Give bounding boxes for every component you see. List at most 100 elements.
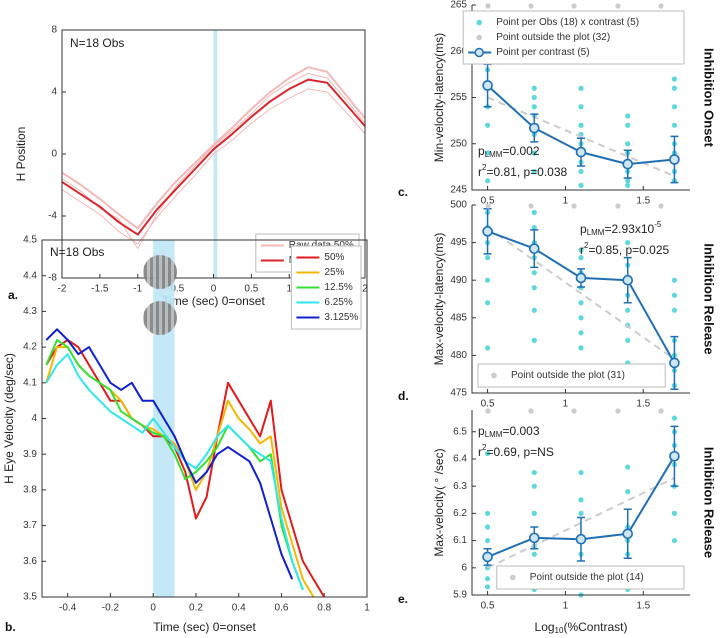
obs-point: [578, 255, 584, 261]
side-label: Inhibition Onset: [702, 48, 717, 148]
outside-point: [528, 408, 534, 414]
obs-point: [484, 510, 491, 516]
annotation-part: r: [580, 243, 584, 257]
x-tick-label: 0.4: [232, 603, 246, 614]
mean-point: [528, 532, 540, 544]
obs-point: [484, 576, 491, 582]
obs-point: [484, 122, 491, 128]
y-tick-label: 3.5: [23, 592, 37, 603]
series-line: [45, 353, 304, 591]
obs-point: [484, 345, 491, 351]
obs-point: [671, 537, 678, 544]
y-tick-label: -8: [48, 273, 57, 284]
mean-point: [482, 226, 493, 237]
outside-point: [658, 3, 664, 9]
x-tick-label: -1.5: [91, 284, 109, 295]
x-tick-label: 1: [364, 603, 370, 614]
mean-point: [528, 243, 540, 254]
side-label: Inhibition Release: [702, 243, 717, 354]
y-axis-label: Max-velocity( ° /sec): [432, 448, 446, 556]
obs-point: [531, 224, 537, 231]
axes-lines: [471, 410, 690, 596]
obs-point: [578, 315, 584, 321]
y-axis-label: H Eye Velocity (deg/sec): [2, 353, 16, 484]
obs-point: [625, 141, 631, 147]
outside-point: [571, 3, 577, 9]
obs-point: [484, 450, 491, 457]
obs-point: [671, 307, 678, 313]
legend-swatch: [510, 574, 516, 581]
obs-point: [625, 178, 631, 184]
obs-point: [578, 510, 584, 516]
y-tick-label: 495: [450, 237, 467, 248]
obs-point: [578, 300, 584, 306]
x-axis-label: Log10(%Contrast): [535, 620, 628, 635]
outside-point: [528, 203, 534, 209]
y-tick-label: 6.3: [453, 481, 467, 492]
legend-label: Point outside the plot (14): [530, 572, 644, 583]
obs-point: [484, 178, 491, 184]
obs-point: [625, 113, 631, 119]
obs-point: [625, 337, 631, 343]
x-tick-label: 1.5: [636, 399, 650, 410]
obs-point: [531, 209, 537, 216]
series-line: [45, 339, 304, 591]
annotation-part: p: [478, 424, 485, 438]
obs-point: [625, 307, 631, 313]
annotation-part: p: [478, 144, 485, 158]
obs-point: [484, 277, 491, 283]
annotation-part: =2.93x10: [604, 222, 654, 236]
obs-point: [484, 584, 491, 590]
y-tick-label: 500: [450, 200, 467, 211]
y-tick-label: 265: [450, 0, 467, 11]
x-tick-label: 0.6: [275, 603, 289, 614]
y-tick-label: 6.5: [453, 426, 467, 437]
trend-line: [487, 226, 675, 361]
x-axis-label: Time (sec) 0=onset: [153, 620, 256, 634]
obs-point: [671, 510, 678, 516]
legend-label: 12.5%: [324, 282, 352, 293]
x-tick-label: 0.5: [481, 399, 495, 410]
x-tick-label: -2: [58, 284, 67, 295]
legend-label: 3.125%: [324, 312, 358, 323]
mean-point: [482, 551, 493, 563]
outside-point: [485, 3, 491, 9]
mean-point: [669, 450, 680, 462]
obs-point: [531, 104, 537, 110]
y-tick-label: 3.7: [23, 520, 37, 531]
panel-letter: a.: [8, 288, 18, 302]
obs-point: [625, 489, 631, 495]
obs-point: [578, 168, 584, 175]
annotation: r2=0.69, p=NS: [478, 443, 554, 459]
obs-point: [578, 182, 584, 188]
grating-icon: [143, 301, 177, 335]
annotation-part: p: [580, 222, 587, 236]
x-tick-label: 1.5: [636, 196, 650, 207]
obs-point: [671, 85, 678, 91]
annotation: pLMM=0.003: [478, 424, 540, 439]
obs-point: [578, 104, 584, 110]
legend-label: 25%: [324, 267, 344, 278]
y-tick-label: 3.6: [23, 556, 37, 567]
x-tick-label: 0.5: [244, 284, 258, 295]
x-tick-label: 2: [362, 284, 368, 295]
series-line: [45, 328, 294, 580]
legend-swatch: [491, 372, 497, 379]
x-axis-label-part: 10: [555, 626, 564, 635]
y-tick-label: 6.2: [453, 508, 467, 519]
x-tick-label: -0.2: [102, 603, 120, 614]
series-line: [61, 72, 366, 249]
obs-point: [671, 292, 678, 298]
axes-lines: [471, 5, 690, 191]
x-axis-label-part: Log: [535, 620, 555, 634]
annotation: pLMM=2.93x10-5: [580, 220, 662, 237]
annotation: N=18 Obs: [50, 245, 104, 259]
annotation-part: LMM: [485, 430, 503, 439]
annotation-part: =0.69, p=NS: [486, 445, 553, 459]
x-tick-label: 0.2: [189, 603, 203, 614]
annotation-part: =0.81, p=0.038: [486, 165, 567, 179]
y-tick-label: 475: [450, 388, 467, 399]
highlight-band: [213, 30, 218, 278]
legend-label: 50%: [324, 252, 344, 263]
